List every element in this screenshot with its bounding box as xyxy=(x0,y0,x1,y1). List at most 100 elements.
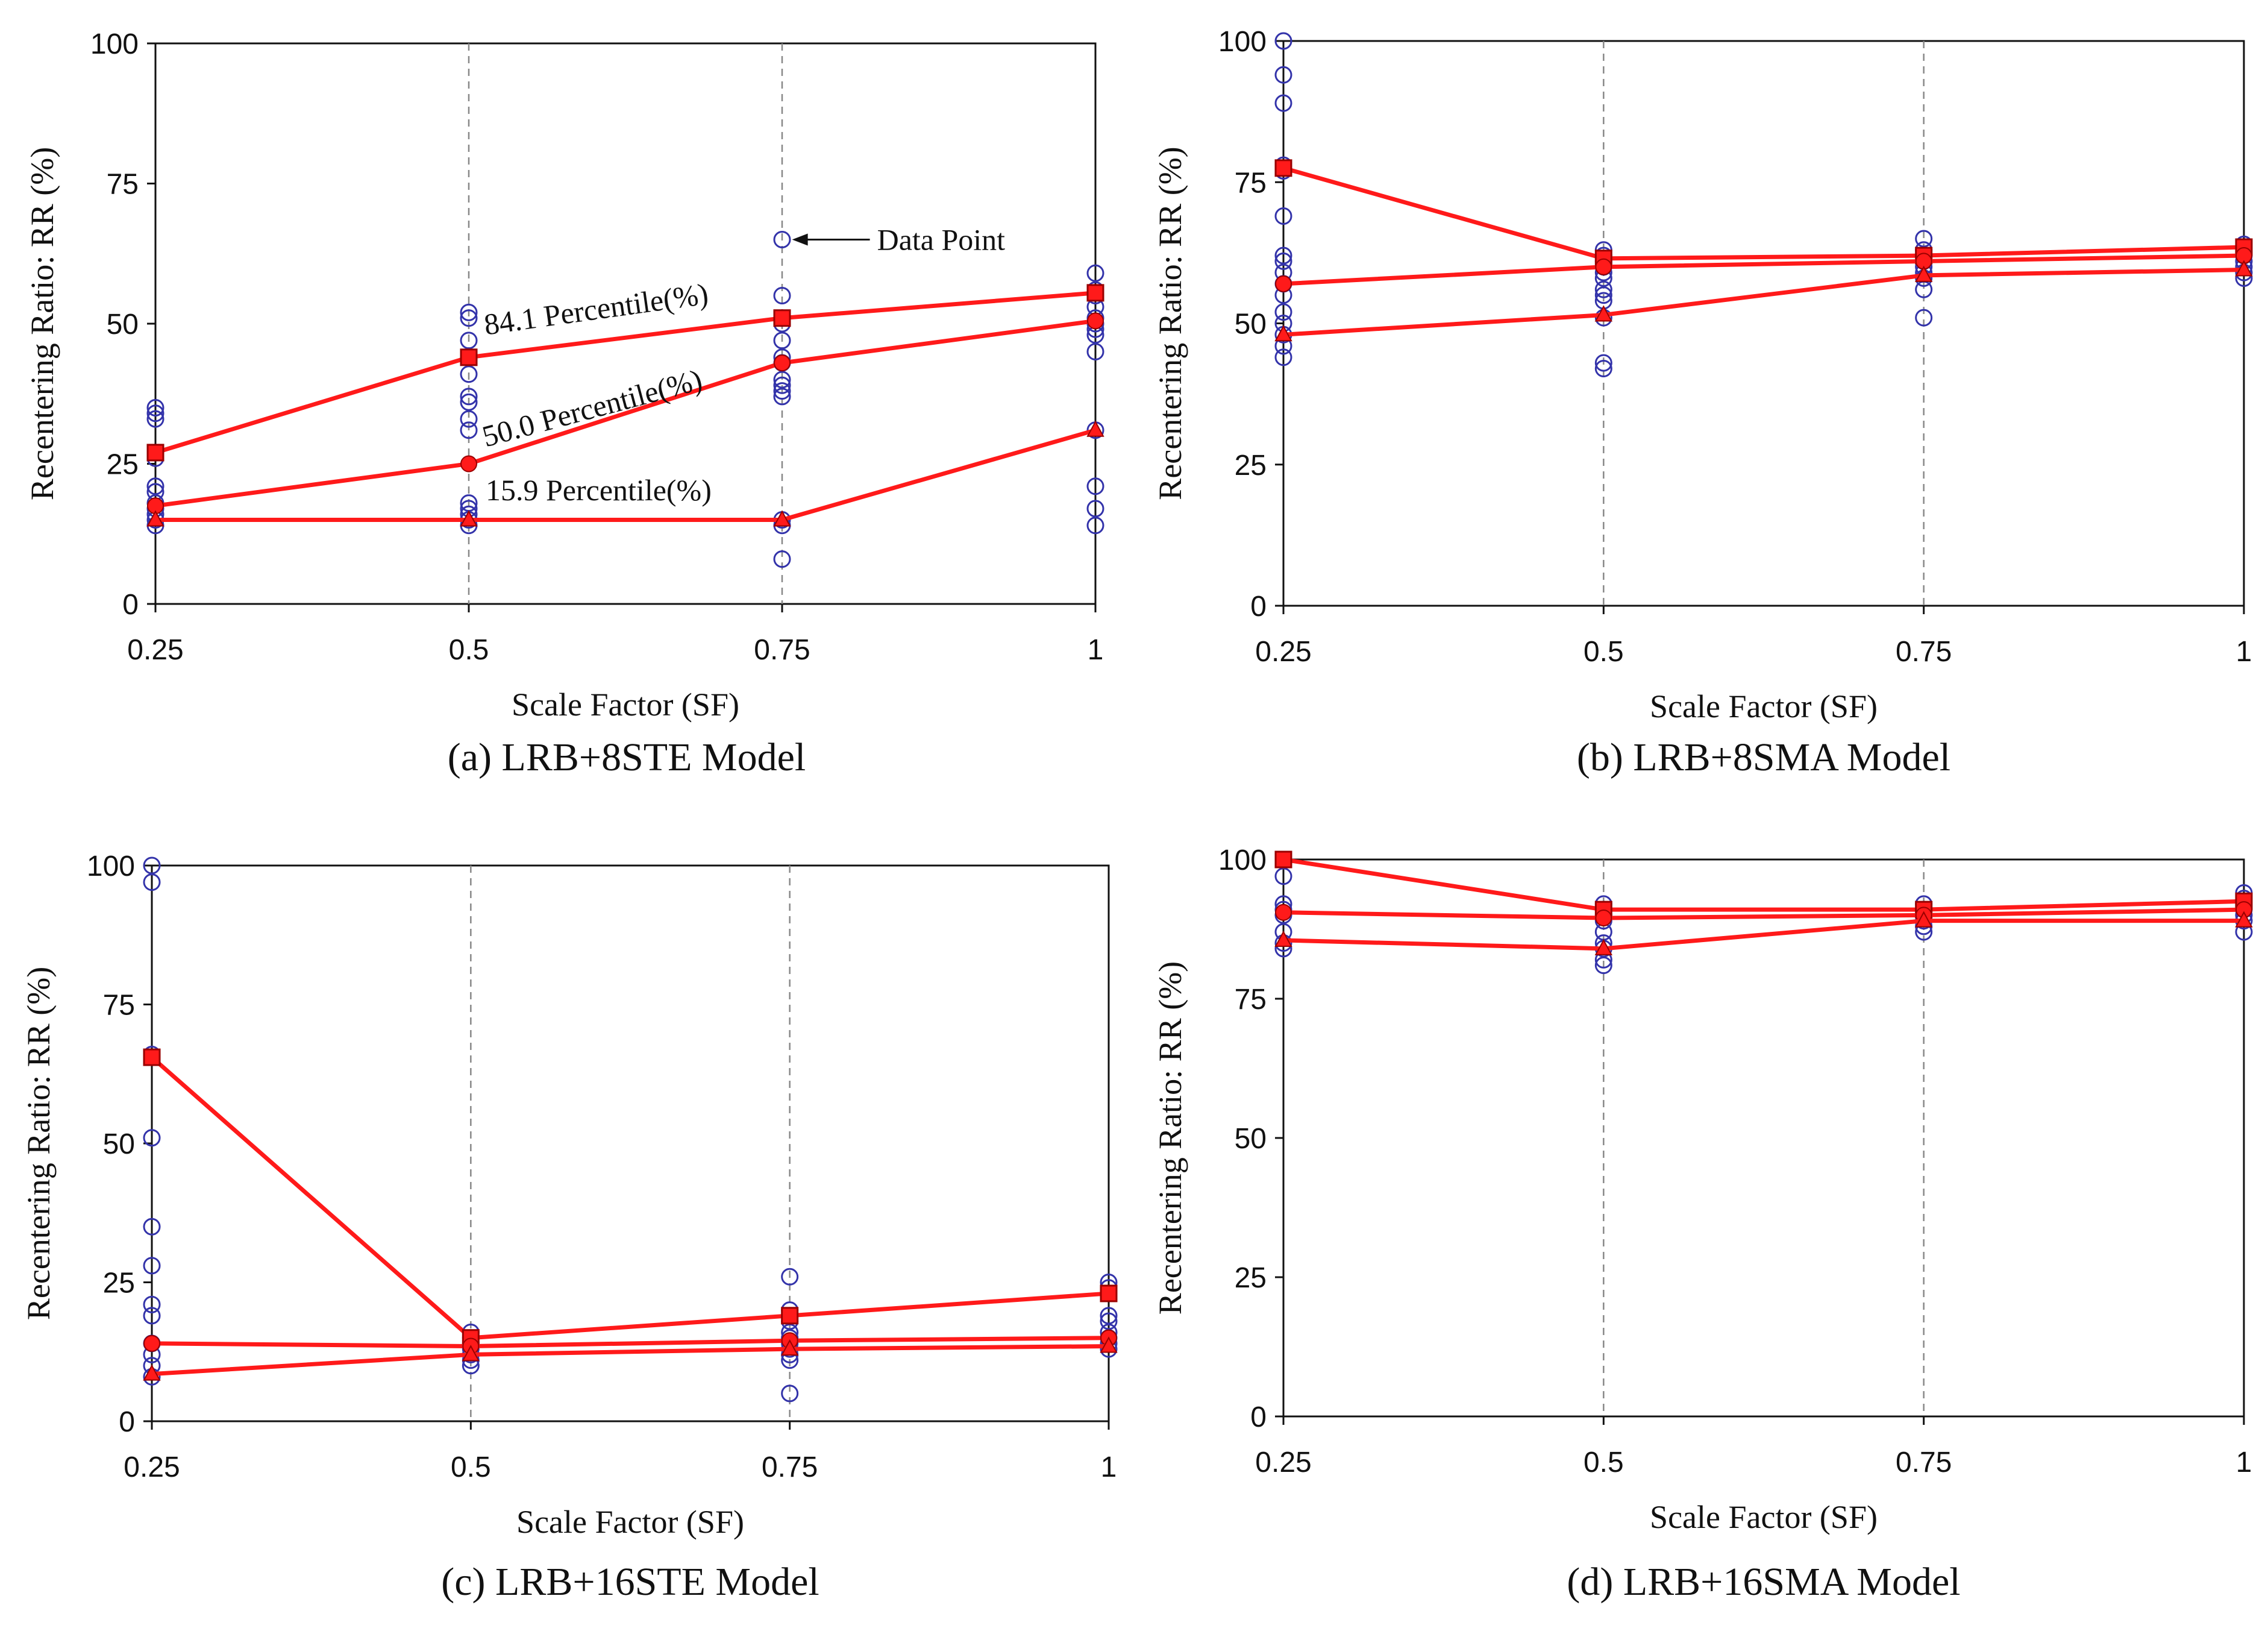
chart-panels: 0 25 50 75 100 0.25 0.5 0.75 1 Scale Factor (SF) R… xyxy=(20,26,2253,1604)
y-tick-label: 25 xyxy=(1235,450,1267,482)
y-tick-label: 0 xyxy=(1250,591,1267,623)
data-point xyxy=(781,1384,799,1403)
data-point xyxy=(1100,1312,1118,1330)
series-line-p159 xyxy=(151,1344,1109,1377)
data-point xyxy=(773,231,791,248)
data-point xyxy=(1274,32,1292,50)
series-marker-triangle xyxy=(1594,938,1613,955)
y-tick-label: 100 xyxy=(1218,26,1267,58)
series-marker-triangle xyxy=(773,510,791,527)
data-point xyxy=(143,1129,161,1147)
series-marker-circle xyxy=(1595,910,1612,927)
y-tick-label: 50 xyxy=(103,1128,135,1160)
y-tick-label: 100 xyxy=(1218,844,1267,876)
x-tick-label: 0.5 xyxy=(449,634,489,666)
x-axis-label: Scale Factor (SF) xyxy=(512,687,739,723)
data-point xyxy=(773,371,791,389)
x-tick-label: 0.25 xyxy=(1255,1447,1311,1479)
x-tick-label: 1 xyxy=(1101,1451,1117,1483)
series-marker-square xyxy=(1100,1284,1118,1303)
series-marker-circle xyxy=(460,455,477,473)
series-marker-square xyxy=(1274,850,1292,869)
y-tick-label: 0 xyxy=(1250,1401,1267,1433)
data-point xyxy=(1086,517,1104,535)
y-tick-label: 25 xyxy=(107,449,139,481)
y-axis-label: Recentering Ratio: RR (%) xyxy=(1152,146,1188,500)
data-point xyxy=(143,873,161,891)
series-marker-square xyxy=(781,1307,799,1325)
x-tick-label: 0.75 xyxy=(1896,1447,1952,1479)
series-line-p500 xyxy=(151,1336,1109,1349)
y-tick-label: 75 xyxy=(1235,984,1267,1016)
data-point xyxy=(143,1218,161,1236)
chart-panel-a: 0 25 50 75 100 0.25 0.5 0.75 1 Scale Factor (SF) R… xyxy=(24,28,1104,779)
data-point xyxy=(143,1257,161,1275)
series-marker-triangle xyxy=(1914,911,1933,928)
annotation-label: 50.0 Percentile(%) xyxy=(478,362,706,453)
data-point xyxy=(146,410,164,428)
series-line-p500 xyxy=(1283,907,2245,920)
data-point xyxy=(460,388,478,406)
series-marker-square xyxy=(773,309,791,327)
y-tick-label: 50 xyxy=(107,309,139,341)
data-point xyxy=(1100,1307,1118,1325)
annotation-label: 15.9 Percentile(%) xyxy=(486,473,712,507)
series-line-p159 xyxy=(155,428,1096,522)
series-line-p841 xyxy=(1283,166,2245,261)
data-point xyxy=(1594,354,1612,372)
data-point xyxy=(1274,247,1292,265)
data-point xyxy=(1086,500,1104,518)
plot-frame xyxy=(1282,40,2245,607)
data-point xyxy=(1594,957,1612,975)
data-point xyxy=(1086,477,1104,495)
y-tick-label: 75 xyxy=(103,990,135,1022)
data-point xyxy=(1086,264,1104,282)
y-axis-label: Recentering Ratio: RR (%) xyxy=(24,147,60,500)
series-marker-square xyxy=(1086,284,1104,302)
series-marker-triangle xyxy=(462,1345,480,1362)
series-line-p500 xyxy=(1283,253,2245,286)
series-marker-square xyxy=(460,348,478,366)
series-marker-triangle xyxy=(1594,305,1613,322)
x-axis-label: Scale Factor (SF) xyxy=(516,1504,744,1540)
data-point xyxy=(146,399,164,416)
data-point xyxy=(460,365,478,383)
x-tick-label: 0.75 xyxy=(762,1451,818,1483)
y-axis-label: Recentering Ratio: RR (%) xyxy=(20,967,57,1320)
series-marker-triangle xyxy=(1100,1336,1118,1353)
y-tick-label: 100 xyxy=(90,28,139,60)
data-point xyxy=(773,550,791,568)
series-line-p159 xyxy=(1283,919,2244,951)
data-point xyxy=(1274,252,1292,270)
series-marker-square xyxy=(1274,159,1292,177)
y-tick-label: 50 xyxy=(1235,1123,1267,1155)
series-marker-circle xyxy=(1275,903,1292,921)
data-point xyxy=(143,1295,161,1313)
x-tick-label: 0.25 xyxy=(127,634,183,666)
data-point xyxy=(1274,303,1292,321)
annotation-arrowhead xyxy=(792,233,808,246)
data-point xyxy=(460,421,478,439)
x-axis-label: Scale Factor (SF) xyxy=(1650,1499,1878,1535)
panel-caption: (d) LRB+16SMA Model xyxy=(1567,1560,1960,1604)
series-marker-triangle xyxy=(2235,911,2253,928)
data-point xyxy=(1915,230,1933,248)
data-point xyxy=(1594,359,1612,377)
y-tick-label: 50 xyxy=(1235,309,1267,341)
data-point xyxy=(773,332,791,350)
data-point xyxy=(460,410,478,428)
series-marker-circle xyxy=(1275,275,1292,292)
series-marker-triangle xyxy=(146,510,164,527)
x-tick-label: 0.75 xyxy=(1896,636,1952,668)
data-point xyxy=(143,1307,161,1325)
y-tick-label: 75 xyxy=(107,169,139,201)
y-tick-label: 75 xyxy=(1235,167,1267,199)
chart-panel-b: 0 25 50 75 100 0.25 0.5 0.75 1 Scale Factor (SF) R… xyxy=(1152,26,2253,779)
data-point xyxy=(773,376,791,394)
series-marker-triangle xyxy=(460,510,478,527)
data-point xyxy=(460,393,478,411)
x-tick-label: 1 xyxy=(2236,1447,2252,1479)
panel-caption: (b) LRB+8SMA Model xyxy=(1577,735,1950,779)
data-point xyxy=(146,404,164,423)
